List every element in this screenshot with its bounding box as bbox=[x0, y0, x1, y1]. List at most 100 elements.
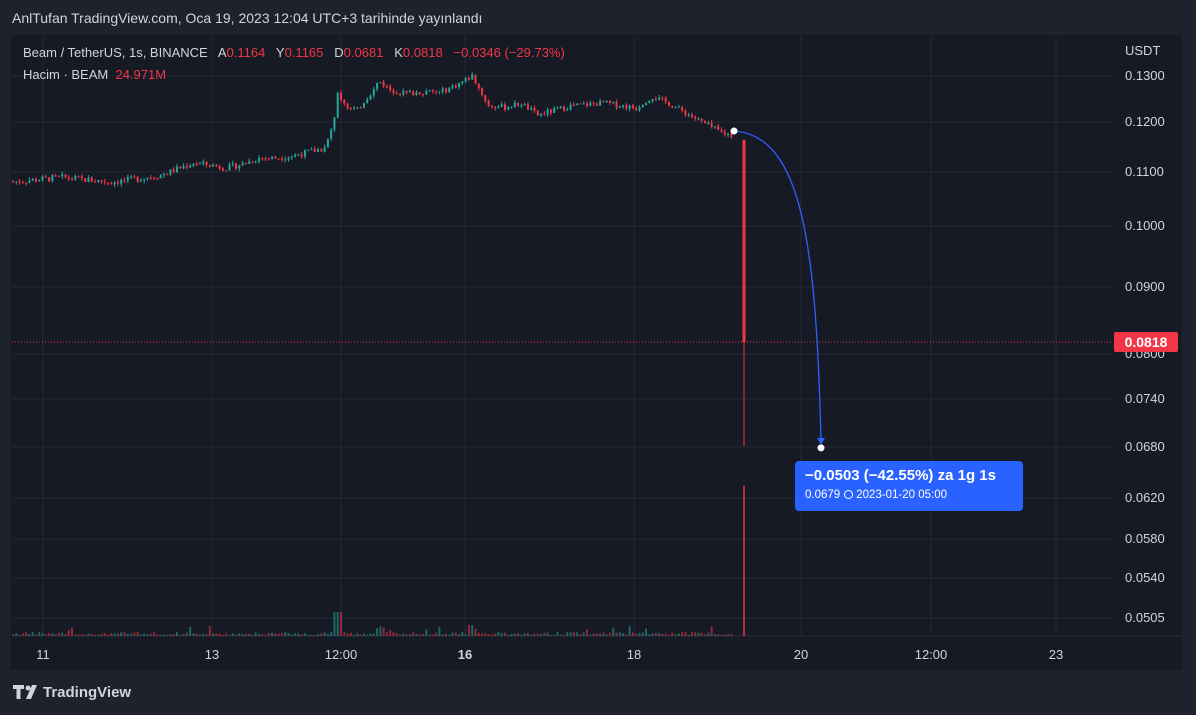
volume-bar bbox=[684, 632, 687, 636]
candle-body bbox=[123, 179, 126, 181]
volume-bar bbox=[215, 633, 218, 636]
candle-body bbox=[428, 90, 431, 92]
volume-bar bbox=[15, 633, 18, 636]
candle-body bbox=[25, 182, 28, 184]
volume-bar bbox=[356, 633, 359, 636]
candle-body bbox=[221, 168, 224, 171]
time-tick-label: 23 bbox=[1049, 647, 1063, 662]
volume-bar bbox=[612, 627, 615, 636]
candle-body bbox=[238, 165, 241, 169]
price-tick-label: 0.0540 bbox=[1125, 570, 1165, 585]
candle-body bbox=[94, 181, 96, 183]
volume-bar bbox=[431, 634, 434, 636]
candle-body bbox=[179, 166, 182, 169]
volume-bar bbox=[267, 632, 270, 636]
candle-body bbox=[120, 179, 123, 184]
volume-label[interactable]: Hacim · BEAM bbox=[23, 67, 109, 82]
candle-body bbox=[710, 122, 713, 127]
candle-body bbox=[654, 99, 657, 101]
candle-body bbox=[149, 177, 152, 179]
volume-bar bbox=[556, 632, 559, 636]
open-label: A bbox=[217, 45, 227, 60]
volume-bar bbox=[707, 632, 710, 636]
volume-bar bbox=[526, 632, 529, 636]
candle-body bbox=[523, 104, 526, 106]
volume-bar bbox=[638, 632, 641, 636]
volume-bar bbox=[540, 633, 543, 636]
candle-body bbox=[425, 90, 428, 95]
published-note: AnlTufan TradingView.com, Oca 19, 2023 1… bbox=[12, 10, 483, 26]
volume-value: 24.971M bbox=[115, 67, 167, 82]
candle-body bbox=[389, 86, 392, 91]
volume-bar bbox=[422, 633, 424, 636]
volume-bar bbox=[727, 634, 730, 636]
legend-volume: Hacim · BEAM 24.971M bbox=[23, 67, 166, 82]
candle-body bbox=[628, 105, 631, 109]
volume-bar bbox=[333, 612, 336, 636]
candle-body bbox=[241, 162, 244, 166]
candle-body bbox=[572, 104, 575, 106]
volume-bar bbox=[461, 632, 464, 636]
volume-bar bbox=[264, 634, 267, 636]
measure-end-point bbox=[817, 444, 825, 452]
candle-body bbox=[451, 85, 454, 88]
candle-body bbox=[231, 163, 234, 165]
candle-body bbox=[31, 178, 34, 181]
volume-bar bbox=[38, 632, 41, 636]
volume-bar bbox=[412, 632, 415, 636]
symbol-label[interactable]: Beam / TetherUS, 1s, BINANCE bbox=[23, 45, 208, 60]
candle-body bbox=[615, 101, 618, 108]
candle-body bbox=[343, 100, 346, 104]
volume-bar bbox=[681, 632, 684, 636]
volume-bar bbox=[94, 634, 96, 636]
volume-bar bbox=[228, 634, 231, 636]
candle-body bbox=[520, 105, 523, 107]
volume-bar bbox=[625, 634, 628, 636]
candle-body bbox=[349, 107, 352, 109]
volume-bar bbox=[146, 634, 149, 636]
candle-body bbox=[113, 182, 116, 185]
candle-body bbox=[376, 82, 379, 90]
volume-bar bbox=[241, 634, 244, 636]
volume-bar bbox=[723, 634, 726, 636]
candle-body bbox=[490, 105, 493, 107]
candle-body bbox=[474, 74, 477, 84]
volume-bar bbox=[595, 633, 598, 636]
candle-body bbox=[546, 109, 549, 115]
volume-bar bbox=[162, 634, 165, 636]
volume-bar bbox=[441, 634, 444, 636]
volume-bar bbox=[274, 633, 277, 636]
candle-body bbox=[635, 108, 638, 111]
candle-body bbox=[586, 103, 588, 106]
candle-body bbox=[212, 164, 215, 167]
close-value: 0.0818 bbox=[402, 45, 443, 60]
volume-bar bbox=[523, 633, 526, 636]
candle-body bbox=[54, 175, 57, 177]
time-tick-label: 13 bbox=[205, 647, 219, 662]
volume-bar bbox=[566, 632, 569, 636]
candle-body bbox=[77, 176, 80, 178]
volume-bar bbox=[107, 634, 110, 636]
volume-bar bbox=[631, 632, 634, 636]
measure-curve bbox=[733, 130, 822, 440]
volume-bar bbox=[336, 612, 339, 636]
volume-bar bbox=[438, 626, 441, 636]
tradingview-brand[interactable]: TradingView bbox=[13, 684, 131, 701]
volume-bar bbox=[402, 633, 405, 636]
volume-bar bbox=[251, 634, 254, 636]
candle-body bbox=[481, 88, 484, 95]
measure-change: −0.0503 (−42.55%) za 1g 1s bbox=[805, 467, 996, 484]
candle-body bbox=[507, 107, 510, 110]
chart-frame[interactable] bbox=[11, 35, 1182, 670]
volume-bar bbox=[592, 633, 595, 636]
volume-bar bbox=[54, 634, 57, 636]
candle-body bbox=[87, 177, 90, 182]
volume-bar bbox=[494, 633, 497, 636]
candle-body bbox=[100, 180, 103, 182]
candle-body bbox=[15, 181, 18, 183]
volume-bar bbox=[12, 634, 14, 636]
candle-body bbox=[307, 149, 310, 151]
candle-body bbox=[418, 92, 421, 95]
volume-bar bbox=[395, 633, 398, 636]
